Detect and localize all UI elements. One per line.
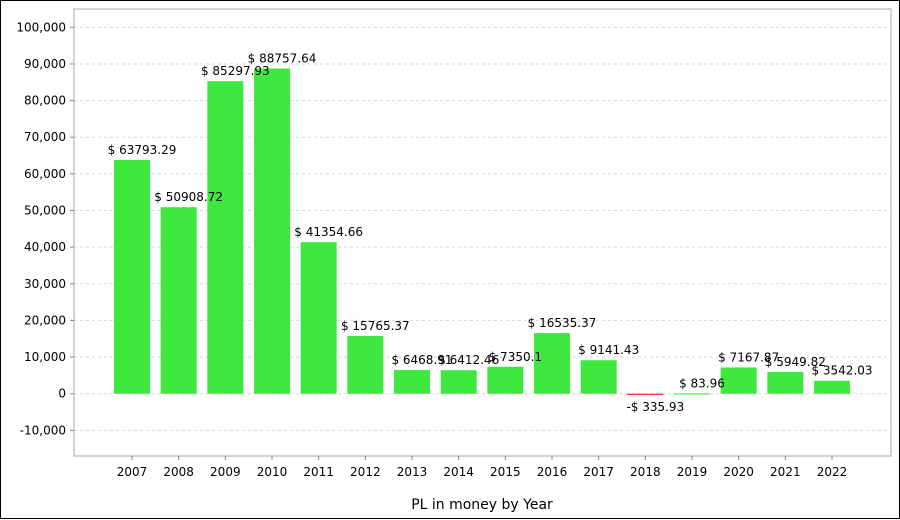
x-tick-label: 2013 bbox=[397, 465, 428, 479]
y-tick-label: 100,000 bbox=[16, 20, 66, 34]
bars bbox=[114, 68, 850, 395]
bar-2016 bbox=[534, 333, 570, 394]
bar-2019 bbox=[674, 393, 710, 395]
bar-2017 bbox=[580, 360, 617, 394]
bar-2013 bbox=[394, 370, 430, 394]
bar-2014 bbox=[440, 370, 477, 394]
x-tick-label: 2015 bbox=[490, 465, 521, 479]
bar-2010 bbox=[254, 68, 290, 394]
data-label-2021: $ 5949.82 bbox=[765, 355, 826, 369]
bar-2008 bbox=[160, 207, 197, 394]
x-tick-label: 2019 bbox=[677, 465, 708, 479]
bar-2021 bbox=[767, 371, 804, 394]
x-tick-label: 2011 bbox=[303, 465, 334, 479]
data-label-2020: $ 7167.87 bbox=[718, 350, 779, 364]
data-label-2013: $ 6468.91 bbox=[391, 353, 452, 367]
data-label-2015: $ 7350.1 bbox=[489, 350, 542, 364]
x-tick-label: 2017 bbox=[583, 465, 614, 479]
bar-2022 bbox=[814, 380, 850, 394]
x-tick-label: 2022 bbox=[817, 465, 848, 479]
bar-2011 bbox=[300, 242, 337, 394]
x-tick-label: 2012 bbox=[350, 465, 381, 479]
x-tick-label: 2021 bbox=[770, 465, 801, 479]
data-label-2007: $ 63793.29 bbox=[108, 143, 177, 157]
y-tick-label: 70,000 bbox=[24, 130, 66, 144]
data-label-2017: $ 9141.43 bbox=[578, 343, 639, 357]
data-label-2012: $ 15765.37 bbox=[341, 319, 410, 333]
y-tick-label: 10,000 bbox=[24, 350, 66, 364]
data-label-2008: $ 50908.72 bbox=[154, 190, 223, 204]
x-tick-label: 2007 bbox=[117, 465, 148, 479]
data-label-2009: $ 85297.93 bbox=[201, 64, 270, 78]
x-axis-title: PL in money by Year bbox=[411, 497, 553, 513]
data-label-2019: $ 83.96 bbox=[679, 376, 725, 390]
x-tick-label: 2009 bbox=[210, 465, 241, 479]
y-tick-label: 60,000 bbox=[24, 167, 66, 181]
data-labels: $ 63793.29 $ 50908.72 $ 85297.93$ 88757.64… bbox=[108, 52, 873, 414]
x-axis-ticks: 2007 2008 2009 2010 2011 2012 2013 2014 2015 2016… bbox=[117, 456, 848, 479]
bar-2018 bbox=[627, 393, 664, 395]
bar-2009 bbox=[207, 81, 244, 394]
data-label-2010: $ 88757.64 bbox=[248, 52, 317, 66]
bar-2012 bbox=[347, 335, 384, 394]
data-label-2011: $ 41354.66 bbox=[294, 225, 363, 239]
x-tick-label: 2016 bbox=[537, 465, 568, 479]
y-tick-label: 30,000 bbox=[24, 277, 66, 291]
y-tick-label: -10,000 bbox=[20, 423, 66, 437]
y-tick-label: 80,000 bbox=[24, 94, 66, 108]
x-tick-label: 2018 bbox=[630, 465, 661, 479]
bar-2020 bbox=[720, 367, 757, 394]
data-label-2014: $ 6412.46 bbox=[438, 353, 499, 367]
bar-2007 bbox=[114, 159, 150, 394]
x-tick-label: 2010 bbox=[257, 465, 288, 479]
y-tick-label: 40,000 bbox=[24, 240, 66, 254]
data-label-2022: $ 3542.03 bbox=[811, 364, 872, 378]
x-tick-label: 2008 bbox=[163, 465, 194, 479]
bar-2015 bbox=[487, 366, 524, 394]
y-tick-label: 0 bbox=[58, 387, 66, 401]
y-axis-ticks: -10,000 0 10,000 20,000 30,000 40,000 50,000 60… bbox=[16, 20, 74, 437]
y-tick-label: 90,000 bbox=[24, 57, 66, 71]
data-label-2018: -$ 335.93 bbox=[626, 400, 684, 414]
data-label-2016: $ 16535.37 bbox=[528, 316, 597, 330]
y-tick-label: 50,000 bbox=[24, 204, 66, 218]
y-tick-label: 20,000 bbox=[24, 313, 66, 327]
x-tick-label: 2014 bbox=[443, 465, 474, 479]
x-tick-label: 2020 bbox=[723, 465, 754, 479]
